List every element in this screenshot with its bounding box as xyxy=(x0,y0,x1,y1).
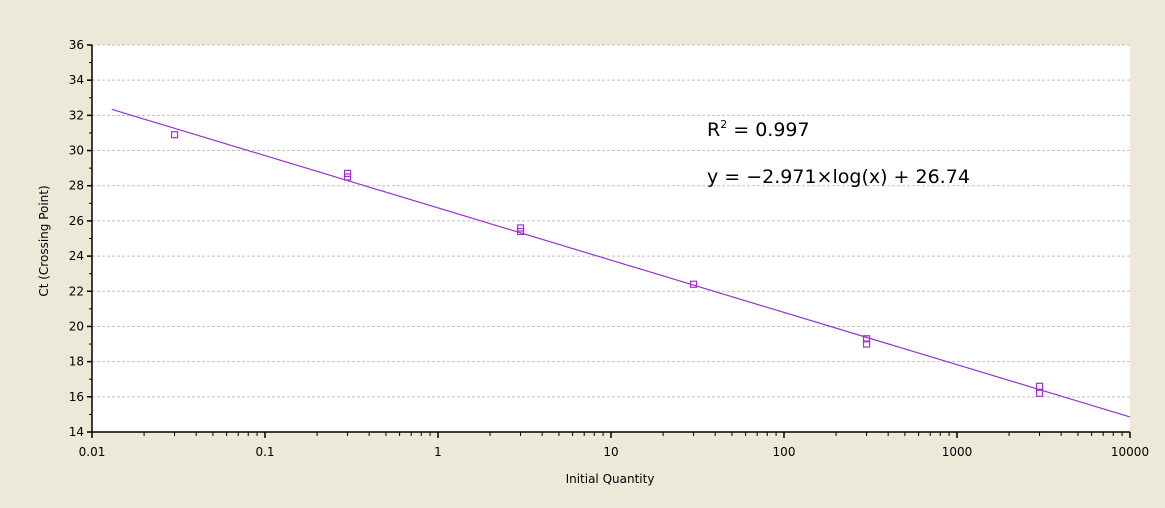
x-tick-label: 10000 xyxy=(1111,445,1149,459)
y-tick-label: 24 xyxy=(69,249,84,263)
y-tick-label: 14 xyxy=(69,425,84,439)
data-point xyxy=(170,131,179,139)
x-axis-ticks: 0.01 0.1 1 10 100 1000 10000 xyxy=(79,432,1149,459)
x-tick-label: 0.01 xyxy=(79,445,106,459)
fit-equation-annotation: y = −2.971×log(x) + 26.74 xyxy=(707,166,970,188)
y-tick-label: 30 xyxy=(69,144,84,158)
x-tick-label: 1 xyxy=(434,445,442,459)
fit-line xyxy=(111,108,1131,418)
data-points xyxy=(170,131,1044,397)
x-tick-label: 10 xyxy=(603,445,618,459)
y-tick-label: 26 xyxy=(69,214,84,228)
r-squared-prefix: R xyxy=(707,119,720,141)
r-squared-annotation: R2 = 0.997 xyxy=(707,118,810,141)
data-point xyxy=(516,227,525,236)
plot-area xyxy=(92,45,1130,432)
y-tick-label: 32 xyxy=(69,108,84,122)
data-point xyxy=(1035,382,1044,390)
x-tick-label: 1000 xyxy=(942,445,973,459)
data-point xyxy=(862,335,871,343)
grid-lines xyxy=(92,44,1130,398)
data-point xyxy=(1035,389,1044,397)
x-tick-label: 0.1 xyxy=(255,445,274,459)
data-point xyxy=(343,173,352,181)
data-point xyxy=(862,340,871,348)
y-tick-label: 16 xyxy=(69,390,84,404)
y-axis-label: Ct (Crossing Point) xyxy=(37,185,51,296)
r-squared-superscript: 2 xyxy=(720,118,727,131)
x-axis-label: Initial Quantity xyxy=(566,472,655,486)
y-tick-label: 18 xyxy=(69,355,84,369)
y-tick-label: 34 xyxy=(69,73,84,87)
r-squared-value: = 0.997 xyxy=(727,119,809,141)
y-tick-label: 36 xyxy=(69,38,84,52)
y-tick-label: 20 xyxy=(69,319,84,333)
y-tick-label: 28 xyxy=(69,179,84,193)
data-point xyxy=(689,280,698,288)
y-axis-ticks: 14 16 18 20 22 24 26 28 30 32 34 36 xyxy=(69,38,92,439)
x-tick-label: 100 xyxy=(773,445,796,459)
y-tick-label: 22 xyxy=(69,284,84,298)
